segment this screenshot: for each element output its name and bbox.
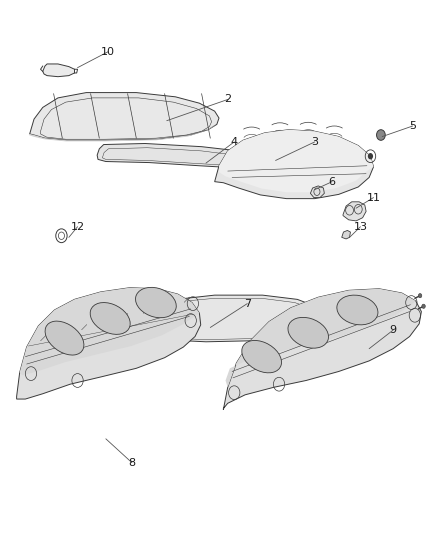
Text: 13: 13	[353, 222, 367, 232]
Text: 8: 8	[128, 458, 135, 467]
Polygon shape	[223, 289, 421, 410]
Polygon shape	[20, 288, 199, 375]
Ellipse shape	[135, 287, 176, 318]
Polygon shape	[219, 130, 374, 192]
Ellipse shape	[45, 321, 84, 355]
Text: 5: 5	[409, 121, 416, 131]
Polygon shape	[119, 295, 323, 342]
Circle shape	[418, 294, 422, 298]
Ellipse shape	[288, 317, 328, 348]
Ellipse shape	[337, 295, 378, 325]
Text: 3: 3	[311, 137, 318, 147]
Circle shape	[368, 153, 373, 159]
Circle shape	[422, 304, 425, 309]
Text: 12: 12	[71, 222, 85, 232]
Polygon shape	[342, 230, 350, 239]
Text: 10: 10	[101, 47, 115, 56]
Polygon shape	[215, 130, 374, 199]
Polygon shape	[311, 186, 324, 198]
Polygon shape	[97, 143, 265, 168]
Polygon shape	[29, 124, 217, 141]
Ellipse shape	[242, 341, 282, 373]
Text: 2: 2	[224, 94, 231, 104]
Text: 6: 6	[328, 176, 336, 187]
Text: 4: 4	[231, 137, 238, 147]
Polygon shape	[226, 289, 416, 387]
Circle shape	[377, 130, 385, 140]
Polygon shape	[30, 93, 219, 140]
Polygon shape	[17, 288, 201, 399]
Polygon shape	[343, 202, 366, 221]
Text: 11: 11	[367, 192, 381, 203]
Text: 9: 9	[389, 325, 397, 335]
Text: 7: 7	[244, 298, 251, 309]
Polygon shape	[43, 64, 74, 77]
Ellipse shape	[90, 303, 130, 334]
